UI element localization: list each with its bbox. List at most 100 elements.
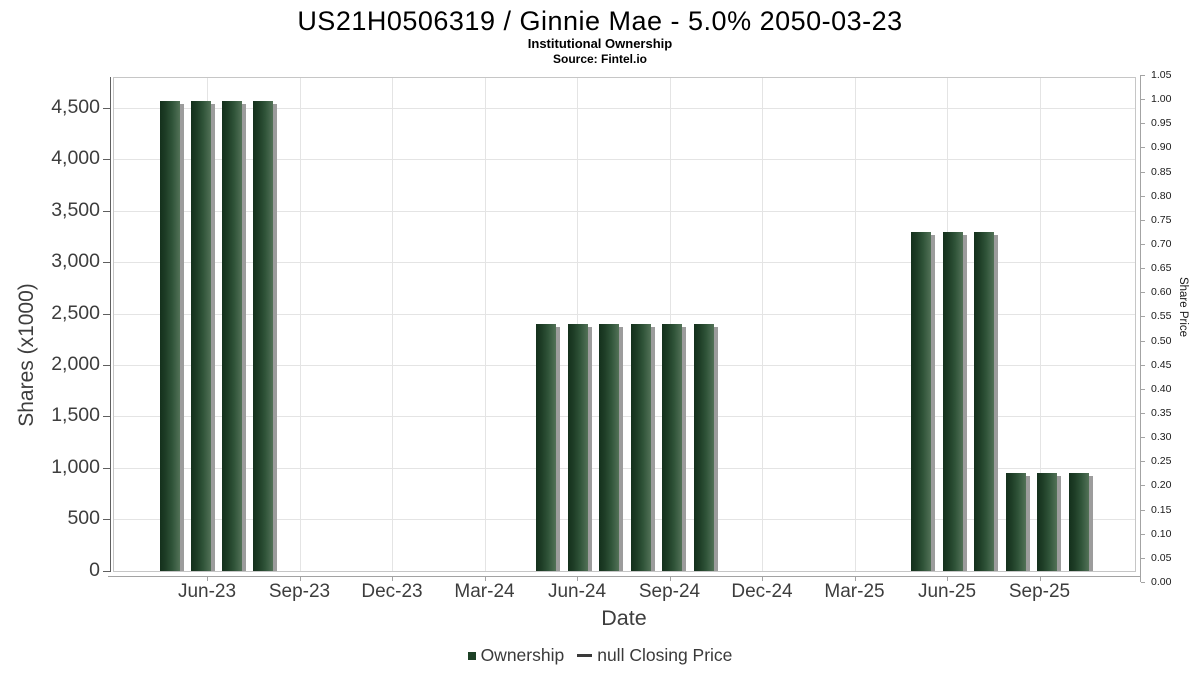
bar-shadow <box>713 327 718 571</box>
bar-shadow <box>556 327 560 571</box>
price-axis-tick <box>1141 123 1145 125</box>
legend-square-marker <box>467 651 476 660</box>
y-axis-tick <box>103 159 110 161</box>
x-axis-tick-label: Mar-24 <box>454 581 515 602</box>
price-axis-tick <box>1141 533 1145 535</box>
x-axis-tick-label: Dec-24 <box>731 581 793 602</box>
chart-subtitle: Institutional Ownership <box>527 36 673 51</box>
price-axis-tick-label: 0.15 <box>1151 503 1172 516</box>
x-axis-tick-label: Jun-24 <box>547 581 607 602</box>
gridline-horizontal <box>114 210 1135 212</box>
x-axis-spine <box>108 576 1141 577</box>
y-axis-tick <box>103 570 110 572</box>
price-axis-tick <box>1141 388 1145 390</box>
price-axis-tick <box>1141 171 1145 173</box>
bar-shadow <box>931 235 935 571</box>
legend-item: null Closing Price <box>577 645 732 666</box>
price-axis-tick <box>1141 195 1145 197</box>
bar-shadow <box>650 327 655 571</box>
x-axis-tick-label: Mar-25 <box>824 581 885 602</box>
price-axis-tick-label: 0.10 <box>1151 527 1172 540</box>
x-axis-tick <box>484 576 486 581</box>
legend-label: null Closing Price <box>597 645 733 665</box>
price-axis-tick <box>1141 292 1145 294</box>
price-axis-tick-label: 0.35 <box>1151 406 1172 419</box>
legend: Ownership null Closing Price <box>0 645 1200 666</box>
price-axis-tick <box>1141 509 1145 511</box>
bar-shadow <box>241 103 246 571</box>
x-axis-label: Date <box>601 606 647 630</box>
ownership-bar <box>567 324 588 571</box>
ownership-bar <box>253 100 273 571</box>
price-axis-tick-label: 1.00 <box>1151 93 1172 106</box>
gridline-horizontal <box>114 107 1135 109</box>
price-axis-tick <box>1141 340 1145 342</box>
x-axis-tick-label: Sep-25 <box>1008 581 1071 602</box>
price-axis-tick <box>1141 461 1145 463</box>
price-axis-tick-label: 0.75 <box>1151 213 1172 226</box>
ownership-bar <box>630 324 651 571</box>
y-axis-tick <box>103 467 110 469</box>
price-axis-tick <box>1141 437 1145 439</box>
price-axis-tick-label: 0.70 <box>1151 237 1172 250</box>
y-axis-tick-label: 2,500 <box>51 301 100 324</box>
ownership-bar <box>190 100 211 571</box>
x-axis-tick-label: Jun-23 <box>177 581 237 602</box>
y-axis-tick-label: 4,000 <box>51 147 100 170</box>
price-axis-tick <box>1141 557 1145 559</box>
bar-shadow <box>1057 476 1061 571</box>
gridline-horizontal <box>114 416 1135 418</box>
x-axis-tick-label: Dec-23 <box>361 581 423 602</box>
gridline-vertical <box>484 78 486 571</box>
price-axis-tick <box>1141 147 1145 149</box>
y-axis-tick-label: 3,500 <box>51 198 100 221</box>
legend-item: Ownership <box>467 645 565 666</box>
ownership-bar <box>693 324 714 571</box>
y-axis-tick <box>103 416 110 418</box>
price-axis-tick-label: 0.60 <box>1151 286 1172 299</box>
y-axis-tick <box>103 262 110 264</box>
y-axis-tick-label: 500 <box>67 507 100 530</box>
x-axis-tick <box>947 576 948 581</box>
price-axis-tick-label: 0.90 <box>1151 141 1172 154</box>
gridline-horizontal <box>114 159 1135 161</box>
y-axis-tick-label: 0 <box>89 558 100 581</box>
bar-shadow <box>273 103 277 571</box>
y-axis-tick-label: 4,500 <box>51 95 100 118</box>
x-axis-tick <box>577 576 578 581</box>
price-axis-tick <box>1141 582 1145 583</box>
price-axis-tick-label: 0.20 <box>1151 479 1172 492</box>
gridline-vertical <box>762 78 763 571</box>
bar-shadow <box>210 103 215 571</box>
price-axis-tick-label: 0.50 <box>1151 334 1172 347</box>
bar-shadow <box>619 327 623 571</box>
price-axis-tick-label: 0.05 <box>1151 551 1172 564</box>
legend-label: Ownership <box>480 645 565 665</box>
bar-shadow <box>962 235 967 571</box>
x-axis-tick <box>762 576 763 581</box>
y-axis-tick-label: 3,000 <box>51 250 100 273</box>
gridline-vertical <box>854 78 856 571</box>
bar-shadow <box>587 327 592 571</box>
y-axis-tick <box>103 364 110 366</box>
price-axis-tick <box>1141 316 1145 318</box>
ownership-bar <box>159 100 180 571</box>
ownership-bar <box>1037 473 1057 571</box>
x-axis-tick <box>299 576 301 581</box>
bar-shadow <box>682 327 686 571</box>
price-axis-tick <box>1141 412 1145 414</box>
ownership-bar <box>942 232 963 571</box>
y-axis-tick <box>103 210 110 212</box>
x-axis-tick <box>669 576 671 581</box>
gridline-horizontal <box>114 364 1135 366</box>
gridline-vertical <box>392 78 393 571</box>
gridline-horizontal <box>114 262 1135 264</box>
bar-shadow <box>1025 476 1030 571</box>
y-axis-tick <box>103 313 110 315</box>
x-axis-tick-label: Sep-24 <box>638 581 701 602</box>
y-axis-label-right: Share Price <box>1177 276 1189 338</box>
price-axis-tick-label: 0.65 <box>1151 262 1172 275</box>
price-axis-tick-label: 0.80 <box>1151 189 1172 202</box>
price-axis-tick-label: 0.85 <box>1151 165 1172 178</box>
